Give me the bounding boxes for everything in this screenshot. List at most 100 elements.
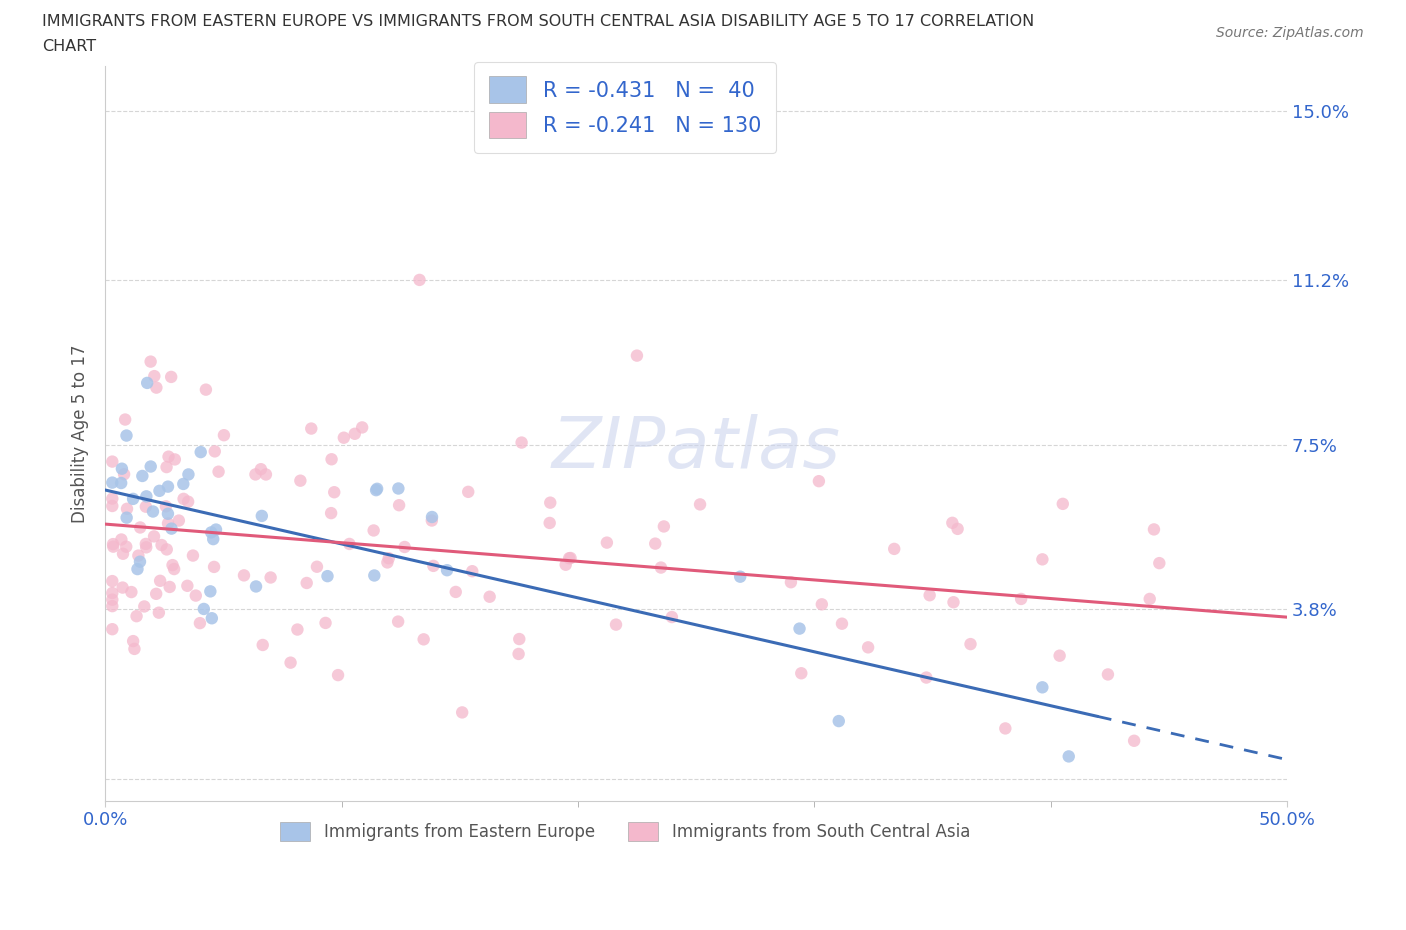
Point: [201, 611, 224, 626]
Point: [1031, 551, 1053, 566]
Point: [946, 522, 969, 537]
Point: [122, 491, 145, 506]
Point: [807, 473, 830, 488]
Point: [315, 616, 337, 631]
Point: [1123, 734, 1146, 749]
Point: [387, 481, 409, 496]
Point: [156, 506, 179, 521]
Point: [689, 497, 711, 512]
Point: [212, 428, 235, 443]
Point: [915, 671, 938, 685]
Point: [139, 354, 162, 369]
Point: [811, 597, 834, 612]
Point: [101, 586, 124, 601]
Point: [205, 522, 228, 537]
Point: [157, 449, 180, 464]
Point: [959, 637, 981, 652]
Point: [190, 445, 212, 459]
Point: [280, 656, 302, 671]
Point: [245, 579, 267, 594]
Point: [1049, 648, 1071, 663]
Point: [111, 580, 134, 595]
Point: [202, 560, 225, 575]
Point: [728, 569, 751, 584]
Point: [145, 587, 167, 602]
Point: [110, 475, 132, 490]
Point: [193, 602, 215, 617]
Point: [150, 538, 173, 552]
Point: [184, 588, 207, 603]
Point: [510, 435, 533, 450]
Point: [856, 640, 879, 655]
Point: [394, 539, 416, 554]
Point: [1097, 667, 1119, 682]
Point: [942, 595, 965, 610]
Point: [103, 539, 125, 554]
Point: [250, 509, 273, 524]
Point: [111, 461, 134, 476]
Point: [299, 421, 322, 436]
Point: [1052, 497, 1074, 512]
Point: [127, 548, 149, 563]
Point: [200, 584, 222, 599]
Point: [160, 521, 183, 536]
Point: [122, 633, 145, 648]
Point: [508, 631, 530, 646]
Point: [408, 272, 430, 287]
Point: [101, 491, 124, 506]
Point: [129, 554, 152, 569]
Point: [115, 539, 138, 554]
Point: [290, 473, 312, 488]
Point: [155, 498, 177, 513]
Point: [176, 578, 198, 593]
Point: [596, 535, 619, 550]
Point: [339, 537, 361, 551]
Point: [177, 494, 200, 509]
Point: [136, 376, 159, 391]
Point: [143, 368, 166, 383]
Point: [114, 412, 136, 427]
Point: [661, 609, 683, 624]
Point: [831, 617, 853, 631]
Point: [204, 444, 226, 458]
Point: [207, 464, 229, 479]
Point: [135, 499, 157, 514]
Point: [1031, 680, 1053, 695]
Point: [554, 557, 576, 572]
Point: [148, 484, 170, 498]
Point: [135, 489, 157, 504]
Point: [508, 646, 530, 661]
Point: [790, 666, 813, 681]
Point: [366, 483, 388, 498]
Point: [478, 590, 501, 604]
Point: [156, 542, 179, 557]
Point: [287, 622, 309, 637]
Point: [135, 537, 157, 551]
Point: [163, 562, 186, 577]
Point: [387, 614, 409, 629]
Text: CHART: CHART: [42, 39, 96, 54]
Point: [110, 532, 132, 547]
Point: [1139, 591, 1161, 606]
Point: [101, 574, 124, 589]
Text: ZIPatlas: ZIPatlas: [551, 414, 841, 483]
Point: [538, 515, 561, 530]
Point: [129, 520, 152, 535]
Point: [101, 454, 124, 469]
Point: [112, 467, 135, 482]
Point: [125, 609, 148, 624]
Point: [412, 631, 434, 646]
Point: [111, 546, 134, 561]
Point: [366, 482, 388, 497]
Point: [994, 721, 1017, 736]
Point: [420, 510, 443, 525]
Point: [163, 452, 186, 467]
Point: [134, 599, 156, 614]
Point: [115, 428, 138, 443]
Point: [143, 529, 166, 544]
Legend: Immigrants from Eastern Europe, Immigrants from South Central Asia: Immigrants from Eastern Europe, Immigran…: [270, 812, 980, 851]
Point: [162, 558, 184, 573]
Point: [172, 476, 194, 491]
Point: [828, 713, 851, 728]
Point: [159, 579, 181, 594]
